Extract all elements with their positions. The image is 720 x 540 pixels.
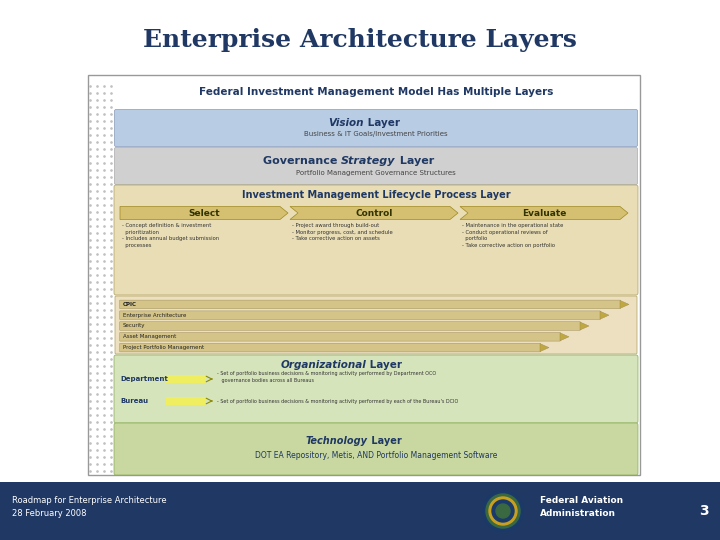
Text: Business & IT Goals/Investment Priorities: Business & IT Goals/Investment Prioritie…: [304, 131, 448, 137]
FancyBboxPatch shape: [114, 147, 637, 185]
Text: Select: Select: [188, 208, 220, 218]
Polygon shape: [540, 343, 549, 352]
Text: DOT EA Repository, Metis, AND Portfolio Management Software: DOT EA Repository, Metis, AND Portfolio …: [255, 450, 498, 460]
Circle shape: [483, 491, 523, 531]
FancyBboxPatch shape: [120, 333, 560, 341]
FancyBboxPatch shape: [114, 423, 638, 475]
Text: - Project award through build-out
- Monitor progress, cost, and schedule
- Take : - Project award through build-out - Moni…: [292, 223, 392, 241]
Circle shape: [496, 504, 510, 518]
Text: Governance: Governance: [263, 156, 341, 166]
Text: Investment Management Lifecycle Process Layer: Investment Management Lifecycle Process …: [242, 190, 510, 200]
Text: Department: Department: [120, 376, 168, 382]
Text: Evaluate: Evaluate: [522, 208, 566, 218]
Polygon shape: [290, 206, 458, 219]
FancyBboxPatch shape: [114, 355, 638, 423]
Text: - Set of portfolio business decisions & monitoring activity performed by Departm: - Set of portfolio business decisions & …: [217, 372, 436, 383]
FancyBboxPatch shape: [166, 397, 206, 405]
Text: Layer: Layer: [366, 360, 402, 370]
Polygon shape: [620, 300, 629, 308]
FancyBboxPatch shape: [120, 311, 600, 320]
FancyBboxPatch shape: [120, 343, 540, 352]
Polygon shape: [560, 333, 569, 341]
FancyBboxPatch shape: [115, 296, 637, 354]
Polygon shape: [120, 206, 288, 219]
Text: Enterprise Architecture Layers: Enterprise Architecture Layers: [143, 28, 577, 52]
Text: CPIC: CPIC: [123, 302, 137, 307]
Text: Layer: Layer: [396, 156, 434, 166]
Text: - Concept definition & investment
  prioritization
- Includes annual budget subm: - Concept definition & investment priori…: [122, 223, 219, 248]
FancyBboxPatch shape: [114, 185, 638, 295]
Text: Portfolio Management Governance Structures: Portfolio Management Governance Structur…: [296, 170, 456, 176]
Text: Vision: Vision: [328, 118, 364, 128]
Text: Layer: Layer: [368, 436, 402, 446]
Bar: [0, 482, 720, 540]
Bar: [88, 75, 640, 475]
Polygon shape: [600, 311, 609, 319]
Circle shape: [492, 500, 514, 522]
FancyBboxPatch shape: [166, 375, 206, 383]
FancyBboxPatch shape: [114, 110, 637, 146]
Circle shape: [489, 497, 517, 525]
Text: Federal Investment Management Model Has Multiple Layers: Federal Investment Management Model Has …: [199, 87, 553, 97]
Text: Security: Security: [123, 323, 145, 328]
Text: Strategy: Strategy: [341, 156, 395, 166]
Text: Asset Management: Asset Management: [123, 334, 176, 339]
Text: - Maintenance in the operational state
- Conduct operational reviews of
  portfo: - Maintenance in the operational state -…: [462, 223, 563, 248]
FancyBboxPatch shape: [120, 300, 621, 309]
Text: Enterprise Architecture: Enterprise Architecture: [123, 313, 186, 318]
Text: Bureau: Bureau: [120, 398, 148, 404]
Polygon shape: [460, 206, 628, 219]
Circle shape: [486, 494, 520, 528]
Text: Technology: Technology: [306, 436, 368, 446]
Text: Roadmap for Enterprise Architecture
28 February 2008: Roadmap for Enterprise Architecture 28 F…: [12, 496, 166, 517]
Text: Project Portfolio Management: Project Portfolio Management: [123, 345, 204, 350]
Text: 3: 3: [699, 504, 708, 518]
Text: Federal Aviation
Administration: Federal Aviation Administration: [540, 496, 623, 518]
Text: Organizational: Organizational: [280, 360, 366, 370]
FancyBboxPatch shape: [120, 322, 580, 330]
Polygon shape: [580, 322, 589, 330]
Text: Layer: Layer: [364, 118, 400, 128]
Text: - Set of portfolio business decisions & monitoring activity performed by each of: - Set of portfolio business decisions & …: [217, 399, 458, 403]
Text: Control: Control: [355, 208, 392, 218]
